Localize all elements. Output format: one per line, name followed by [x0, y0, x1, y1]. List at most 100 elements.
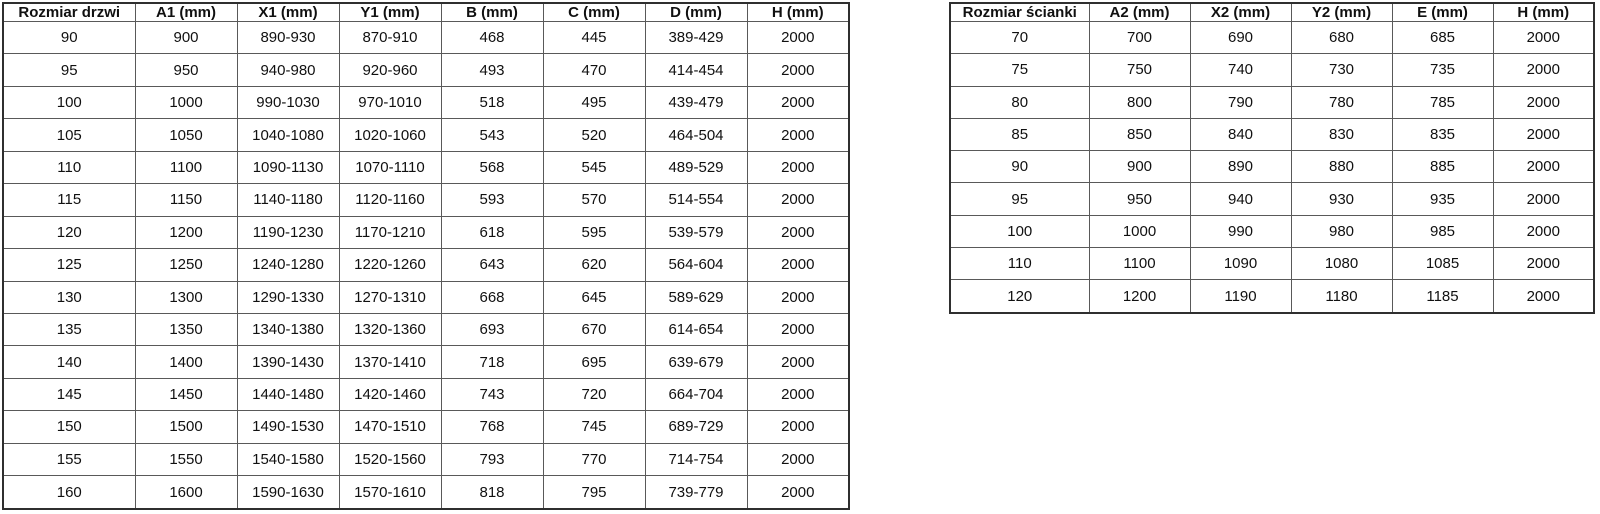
table-cell: 1170-1210	[338, 215, 442, 250]
table-cell: 618	[440, 215, 544, 250]
table-cell: 785	[1391, 85, 1494, 119]
table-cell: 1240-1280	[236, 248, 340, 282]
table-cell: 1320-1360	[338, 312, 442, 347]
table-cell: 1040-1080	[236, 118, 340, 152]
table-cell: 105	[2, 118, 136, 152]
table-cell: 1500	[134, 410, 238, 444]
table-cell: 768	[440, 410, 544, 444]
table-cell: 2000	[1492, 117, 1595, 152]
table-cell: 1120-1160	[338, 183, 442, 217]
table-cell: 1600	[134, 475, 238, 510]
column-header: H (mm)	[746, 2, 850, 22]
table-cell: 1440-1480	[236, 377, 340, 412]
table-cell: 2000	[1492, 53, 1595, 87]
table-cell: 1000	[134, 85, 238, 120]
table-cell: 2000	[746, 150, 850, 185]
table-cell: 2000	[1492, 279, 1595, 314]
table-cell: 160	[2, 475, 136, 510]
table-cell: 614-654	[644, 312, 748, 347]
table-cell: 700	[1088, 20, 1191, 55]
table-cell: 100	[2, 85, 136, 120]
table-cell: 743	[440, 377, 544, 412]
table-row: 90 900 890-930 870-910 468 445 389-429 2000	[2, 20, 850, 55]
table-cell: 985	[1391, 214, 1494, 248]
table-cell: 564-604	[644, 248, 748, 282]
table-cell: 543	[440, 118, 544, 152]
table-cell: 950	[134, 53, 238, 87]
table-cell: 2000	[746, 248, 850, 282]
table-cell: 645	[542, 280, 646, 314]
table-cell: 90	[2, 20, 136, 55]
table-cell: 389-429	[644, 20, 748, 55]
table-cell: 495	[542, 85, 646, 120]
table-cell: 885	[1391, 150, 1494, 184]
column-header: A1 (mm)	[134, 2, 238, 22]
table-cell: 514-554	[644, 183, 748, 217]
table-cell: 470	[542, 53, 646, 87]
column-header: X1 (mm)	[236, 2, 340, 22]
table-cell: 1200	[1088, 279, 1191, 314]
table-cell: 643	[440, 248, 544, 282]
table-cell: 593	[440, 183, 544, 217]
table-row: 150 1500 1490-1530 1470-1510 768 745 689-729 20…	[2, 410, 850, 444]
table-cell: 1570-1610	[338, 475, 442, 510]
table-cell: 795	[542, 475, 646, 510]
table-cell: 2000	[746, 183, 850, 217]
table-cell: 539-579	[644, 215, 748, 250]
table-row: 95 950 940 930 935 2000	[949, 182, 1595, 216]
table-cell: 840	[1189, 117, 1292, 152]
table-cell: 2000	[746, 53, 850, 87]
table-cell: 770	[542, 442, 646, 477]
table-cell: 2000	[746, 85, 850, 120]
table-cell: 464-504	[644, 118, 748, 152]
table-cell: 1490-1530	[236, 410, 340, 444]
table-cell: 1290-1330	[236, 280, 340, 314]
table-row: 80 800 790 780 785 2000	[949, 85, 1595, 119]
table-cell: 80	[949, 85, 1090, 119]
column-header: D (mm)	[644, 2, 748, 22]
table-cell: 745	[542, 410, 646, 444]
table-cell: 689-729	[644, 410, 748, 444]
table-cell: 690	[1189, 20, 1292, 55]
table-cell: 1150	[134, 183, 238, 217]
table-cell: 2000	[1492, 214, 1595, 248]
table-cell: 693	[440, 312, 544, 347]
table-cell: 1270-1310	[338, 280, 442, 314]
table-cell: 95	[2, 53, 136, 87]
table-cell: 1220-1260	[338, 248, 442, 282]
table-cell: 620	[542, 248, 646, 282]
table-cell: 720	[542, 377, 646, 412]
table-cell: 890	[1189, 150, 1292, 184]
table-cell: 1550	[134, 442, 238, 477]
table-cell: 95	[949, 182, 1090, 216]
table-row: 145 1450 1440-1480 1420-1460 743 720 664-704 20…	[2, 377, 850, 412]
table-cell: 1420-1460	[338, 377, 442, 412]
table-row: 110 1100 1090 1080 1085 2000	[949, 246, 1595, 281]
table-row: 105 1050 1040-1080 1020-1060 543 520 464-504 20…	[2, 118, 850, 152]
table-cell: 110	[949, 246, 1090, 281]
table-cell: 570	[542, 183, 646, 217]
table-cell: 120	[949, 279, 1090, 314]
table-cell: 1400	[134, 345, 238, 379]
table-cell: 115	[2, 183, 136, 217]
table-cell: 850	[1088, 117, 1191, 152]
table-row: 75 750 740 730 735 2000	[949, 53, 1595, 87]
table-cell: 790	[1189, 85, 1292, 119]
table-cell: 2000	[746, 280, 850, 314]
table-cell: 1250	[134, 248, 238, 282]
table-cell: 2000	[1492, 150, 1595, 184]
table-cell: 1190-1230	[236, 215, 340, 250]
column-header: B (mm)	[440, 2, 544, 22]
table-cell: 714-754	[644, 442, 748, 477]
table-cell: 900	[1088, 150, 1191, 184]
table-cell: 835	[1391, 117, 1494, 152]
column-header: A2 (mm)	[1088, 2, 1191, 22]
table-cell: 2000	[746, 377, 850, 412]
table-cell: 1000	[1088, 214, 1191, 248]
table-cell: 2000	[746, 442, 850, 477]
table-cell: 970-1010	[338, 85, 442, 120]
table-row: 110 1100 1090-1130 1070-1110 568 545 489-529 20…	[2, 150, 850, 185]
table-cell: 2000	[1492, 246, 1595, 281]
table-cell: 780	[1290, 85, 1393, 119]
table-cell: 1390-1430	[236, 345, 340, 379]
